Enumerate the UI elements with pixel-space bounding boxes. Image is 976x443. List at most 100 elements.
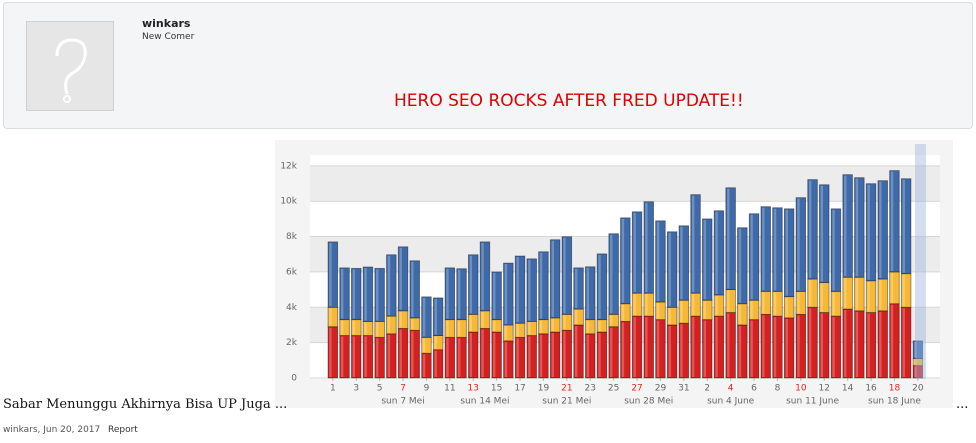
bar-shine — [645, 317, 648, 377]
bar-segment — [549, 239, 561, 319]
bar-shine — [563, 331, 566, 377]
bar-shine — [457, 269, 461, 319]
bars — [327, 170, 924, 379]
bar-shine — [691, 317, 695, 377]
bar-shine — [493, 320, 496, 332]
bar-shine — [820, 283, 824, 312]
bar-shine — [411, 261, 414, 317]
bar-shine — [762, 292, 765, 314]
user-title: New Comer — [142, 32, 195, 42]
bar-shine — [574, 268, 578, 309]
x-tick-label: 3 — [353, 384, 359, 394]
bar-shine — [750, 214, 753, 300]
bar-shine — [902, 179, 905, 273]
bar-segment — [351, 267, 362, 321]
bar-segment — [877, 180, 888, 280]
bar-shine — [633, 212, 636, 293]
bar-shine — [493, 272, 496, 319]
bar-segment — [760, 206, 771, 292]
bar-shine — [645, 202, 648, 293]
bar-shine — [481, 311, 484, 328]
x-tick-label: 15 — [491, 384, 502, 394]
avatar[interactable] — [26, 21, 114, 111]
bar-shine — [528, 336, 531, 377]
x-tick-label: 31 — [678, 384, 689, 394]
bar-shine — [434, 336, 437, 349]
bar-shine — [551, 318, 554, 332]
x-tick-label: 12 — [819, 384, 830, 394]
x-tick-label: 1 — [330, 384, 336, 394]
x-tick-label: 29 — [655, 384, 667, 394]
bar-segment — [713, 294, 725, 317]
bar-shine — [914, 366, 917, 377]
x-tick-label: 6 — [751, 384, 757, 394]
bar-shine — [820, 313, 824, 377]
bar-shine — [715, 211, 718, 294]
bar-segment — [491, 271, 502, 321]
username[interactable]: winkars — [142, 17, 191, 30]
bar-segment — [795, 313, 807, 379]
bar-segment — [900, 178, 912, 275]
bar-shine — [352, 336, 356, 377]
bar-shine — [773, 208, 777, 291]
bar-segment — [421, 296, 432, 338]
bar-segment — [456, 319, 467, 338]
bar-shine — [469, 255, 473, 314]
x-annotation: sun 21 Mei — [542, 397, 591, 407]
more[interactable]: ... — [956, 397, 969, 412]
bar-shine — [481, 329, 484, 377]
bar-shine — [680, 226, 683, 300]
bar-segment — [573, 267, 584, 310]
bar-shine — [528, 322, 531, 335]
x-tick-label: 25 — [608, 384, 619, 394]
bar-shine — [457, 338, 461, 377]
bar-segment — [678, 225, 690, 301]
bar-segment — [631, 211, 643, 294]
bar-shine — [610, 234, 613, 314]
bar-shine — [399, 247, 402, 310]
bar-segment — [468, 254, 479, 315]
bar-shine — [364, 322, 367, 335]
post-meta[interactable]: winkars, Jun 20, 2017 — [3, 425, 101, 435]
bar-shine — [434, 298, 437, 335]
bar-shine — [469, 333, 473, 377]
post-header: winkars New Comer HERO SEO ROCKS AFTER F… — [3, 2, 973, 129]
bar-segment — [713, 210, 725, 296]
bar-shine — [539, 320, 543, 333]
bar-shine — [668, 308, 671, 324]
x-annotation: sun 4 June — [707, 397, 755, 407]
x-tick-label: 8 — [775, 384, 781, 394]
bar-shine — [890, 171, 894, 271]
bar-shine — [504, 341, 508, 377]
bar-shine — [364, 267, 367, 321]
x-tick-label: 4 — [728, 384, 734, 394]
bar-shine — [914, 341, 917, 358]
x-tick-label: 7 — [400, 384, 406, 394]
bar-shine — [879, 181, 882, 278]
bar-shine — [340, 268, 344, 319]
bar-shine — [703, 219, 707, 300]
bar-shine — [680, 324, 683, 377]
post-caption: Sabar Menunggu Akhirnya Bisa UP Juga ... — [3, 397, 288, 412]
bar-segment — [456, 268, 467, 321]
bar-shine — [902, 308, 905, 377]
bar-segment — [865, 183, 877, 282]
bar-shine — [750, 301, 753, 319]
grid-band — [310, 165, 940, 202]
bar-shine — [867, 281, 870, 312]
bar-shine — [785, 297, 788, 317]
report-link[interactable]: Report — [108, 425, 138, 435]
x-tick-label: 19 — [538, 384, 550, 394]
bar-segment — [737, 227, 748, 305]
bar-shine — [387, 334, 391, 377]
bar-shine — [516, 324, 519, 337]
bar-shine — [715, 317, 718, 377]
bar-shine — [446, 320, 449, 337]
bar-shine — [563, 237, 566, 314]
bar-shine — [411, 331, 414, 377]
bar-shine — [352, 269, 356, 319]
bar-shine — [598, 320, 601, 332]
bar-shine — [808, 279, 812, 307]
bar-shine — [633, 317, 636, 377]
bar-shine — [879, 311, 882, 377]
